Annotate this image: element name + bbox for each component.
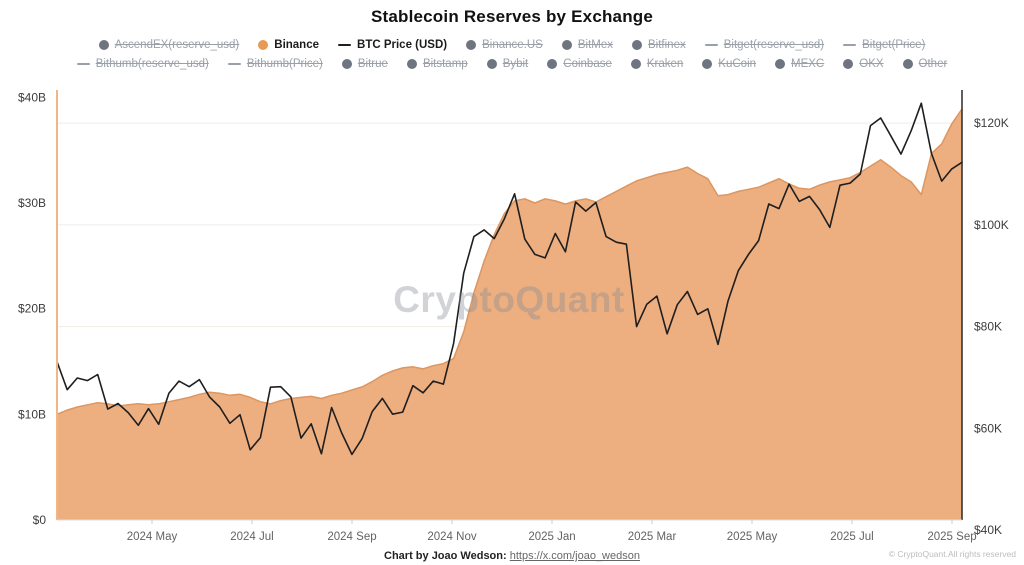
legend-item-bithumb-price[interactable]: Bithumb(Price)	[227, 57, 323, 70]
series-dot-icon	[406, 58, 417, 69]
legend-row: Bithumb(reserve_usd) Bithumb(Price) Bitrue…	[76, 56, 948, 71]
x-axis-tick: 2024 Sep	[327, 531, 376, 543]
legend-label: Bitrue	[357, 57, 388, 70]
legend-label: OKX	[859, 57, 884, 70]
x-axis-tick: 2024 Jul	[230, 531, 273, 543]
legend-label: Kraken	[646, 57, 684, 70]
credit-label: Chart by Joao Wedson:	[384, 550, 507, 562]
legend-item-bitfinex[interactable]: Bitfinex	[632, 39, 686, 51]
x-axis-tick: 2025 Sep	[927, 531, 976, 543]
legend-label: Binance.US	[482, 38, 543, 51]
legend-label: BitMex	[577, 38, 614, 51]
author-link[interactable]: https://x.com/joao_wedson	[509, 550, 640, 562]
legend-item-binance-us[interactable]: Binance.US	[466, 39, 543, 51]
right-axis-tick: $100K	[974, 218, 1009, 232]
legend-item-bitrue[interactable]: Bitrue	[341, 57, 388, 70]
series-dot-icon	[466, 39, 477, 50]
left-axis-tick: $0	[33, 513, 47, 527]
legend-label: Bybit	[502, 57, 529, 70]
legend-item-coinbase[interactable]: Coinbase	[547, 58, 612, 70]
x-axis-tick: 2025 Jul	[830, 531, 873, 543]
series-line-icon	[76, 62, 90, 65]
legend-label: MEXC	[791, 57, 825, 70]
legend-label: Bitget(reserve_usd)	[723, 38, 825, 51]
legend-label: Other	[918, 57, 948, 70]
left-axis-tick: $40B	[18, 90, 46, 104]
legend-item-bitmex[interactable]: BitMex	[561, 38, 614, 51]
left-axis-tick: $30B	[18, 196, 46, 210]
series-dot-icon	[258, 39, 269, 50]
series-dot-icon	[486, 58, 497, 69]
legend-label: Coinbase	[563, 57, 612, 70]
series-dot-icon	[775, 58, 786, 69]
series-dot-icon	[561, 39, 572, 50]
right-axis-tick: $60K	[974, 421, 1002, 435]
legend-item-bybit[interactable]: Bybit	[486, 57, 529, 70]
legend-item-btc-price-usd[interactable]: BTC Price (USD)	[338, 39, 447, 51]
copyright-notice: © CryptoQuant.All rights reserved	[888, 549, 1016, 559]
legend-item-bitget-price[interactable]: Bitget(Price)	[843, 39, 925, 51]
x-axis-tick: 2025 Mar	[628, 531, 677, 543]
left-axis-tick: $20B	[18, 302, 46, 316]
legend-item-bitstamp[interactable]: Bitstamp	[406, 57, 468, 70]
legend-item-bitget-reserve-usd[interactable]: Bitget(reserve_usd)	[704, 38, 825, 51]
x-axis-tick: 2025 Jan	[528, 531, 575, 543]
series-dot-icon	[632, 39, 643, 50]
btc-price-line	[56, 102, 963, 456]
series-line-icon	[704, 43, 718, 46]
right-axis-tick: $40K	[974, 523, 1002, 537]
right-axis-tick: $120K	[974, 116, 1009, 130]
x-axis-tick: 2024 Nov	[427, 531, 476, 543]
legend-item-ascendex-reserve-usd[interactable]: AscendEX(reserve_usd)	[98, 38, 240, 51]
legend-item-binance[interactable]: Binance	[258, 39, 319, 51]
legend-item-okx[interactable]: OKX	[843, 57, 884, 70]
legend-label: Bithumb(Price)	[246, 57, 323, 70]
series-dot-icon	[630, 58, 641, 69]
left-axis-tick: $10B	[18, 407, 46, 421]
right-axis-tick: $80K	[974, 320, 1002, 334]
footer-credit: Chart by Joao Wedson: https://x.com/joao…	[0, 550, 1024, 562]
legend-item-bithumb-reserve-usd[interactable]: Bithumb(reserve_usd)	[76, 57, 209, 70]
series-dot-icon	[902, 58, 913, 69]
series-dot-icon	[547, 58, 558, 69]
x-axis-tick: 2024 May	[127, 531, 178, 543]
series-dot-icon	[98, 39, 109, 50]
binance-reserve-area	[57, 109, 962, 520]
legend-item-mexc[interactable]: MEXC	[775, 58, 824, 70]
legend-label: KuCoin	[718, 57, 757, 70]
series-line-icon	[338, 43, 352, 46]
series-line-icon	[843, 43, 857, 46]
series-dot-icon	[843, 58, 854, 69]
series-line-icon	[227, 62, 241, 65]
series-dot-icon	[702, 58, 713, 69]
legend-label: Binance	[274, 38, 320, 51]
page-title: Stablecoin Reserves by Exchange	[370, 7, 654, 26]
series-dot-icon	[341, 58, 352, 69]
legend-row: AscendEX(reserve_usd) Binance BTC Price (U…	[98, 37, 925, 52]
legend-label: Bitfinex	[648, 38, 686, 51]
x-axis-tick: 2025 May	[727, 531, 778, 543]
legend-label: AscendEX(reserve_usd)	[114, 38, 240, 51]
legend-label: Bithumb(reserve_usd)	[95, 57, 209, 70]
legend-item-other[interactable]: Other	[902, 57, 948, 70]
legend-item-kraken[interactable]: Kraken	[630, 57, 684, 70]
legend-label: BTC Price (USD)	[357, 38, 448, 51]
legend: AscendEX(reserve_usd) Binance BTC Price (U…	[0, 37, 1024, 71]
legend-label: Bitget(Price)	[862, 38, 926, 51]
legend-item-kucoin[interactable]: KuCoin	[702, 58, 756, 70]
legend-label: Bitstamp	[422, 57, 468, 70]
